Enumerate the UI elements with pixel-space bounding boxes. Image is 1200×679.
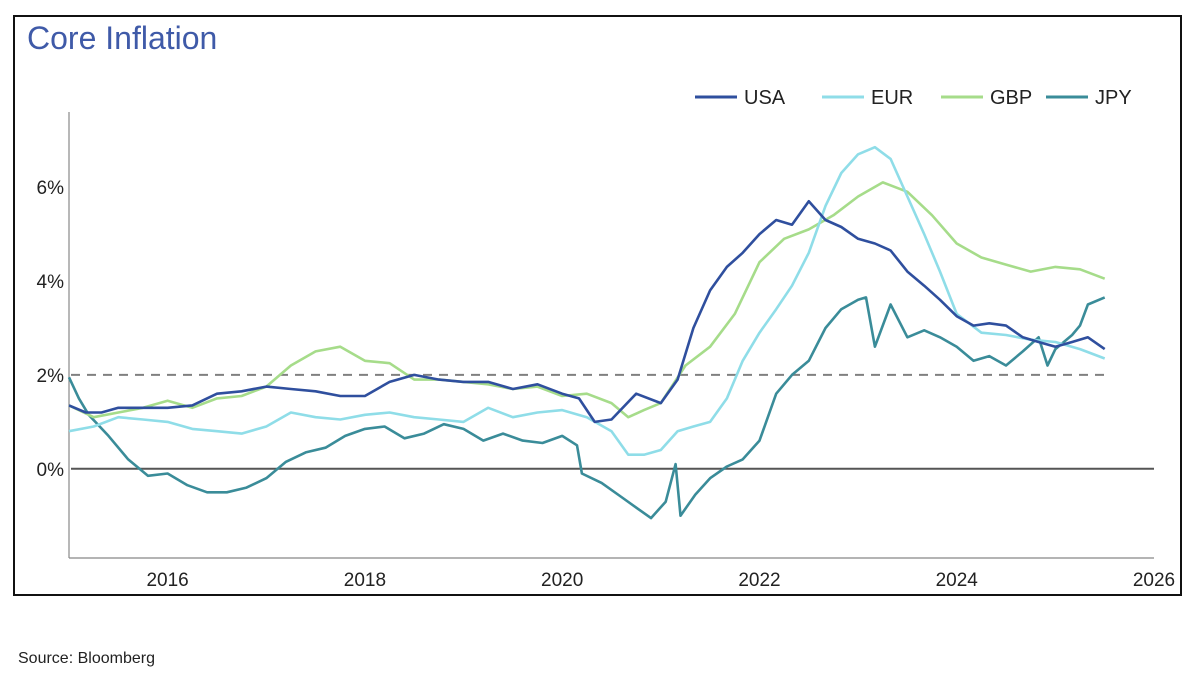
x-tick-label: 2018	[344, 570, 386, 591]
reference-lines	[71, 373, 1154, 470]
series-line-usa	[68, 199, 1106, 424]
legend: USA EUR GBP JPY	[695, 87, 1132, 109]
series-line-eur	[68, 145, 1106, 456]
series-line-jpy	[67, 296, 1106, 520]
source-note: Source: Bloomberg	[18, 650, 155, 667]
y-tick-label: 6%	[37, 178, 65, 199]
y-tick-label: 0%	[37, 460, 65, 481]
y-tick-label: 4%	[37, 272, 65, 293]
chart-frame	[13, 15, 1182, 596]
x-tick-label: 2024	[936, 570, 979, 591]
axes: 0% 2% 4% 6% 2016 2018 2020 2022 2024 2026	[37, 112, 1175, 591]
series-lines	[67, 145, 1106, 520]
x-tick-label: 2020	[541, 570, 583, 591]
legend-label-eur: EUR	[871, 87, 913, 109]
x-tick-label: 2022	[738, 570, 780, 591]
y-tick-label: 2%	[37, 366, 65, 387]
legend-label-gbp: GBP	[990, 87, 1032, 109]
legend-label-usa: USA	[744, 87, 786, 109]
legend-label-jpy: JPY	[1095, 87, 1132, 109]
series-line-gbp	[68, 181, 1106, 419]
chart-title: Core Inflation	[27, 20, 218, 56]
x-tick-label: 2026	[1133, 570, 1175, 591]
x-tick-label: 2016	[146, 570, 188, 591]
